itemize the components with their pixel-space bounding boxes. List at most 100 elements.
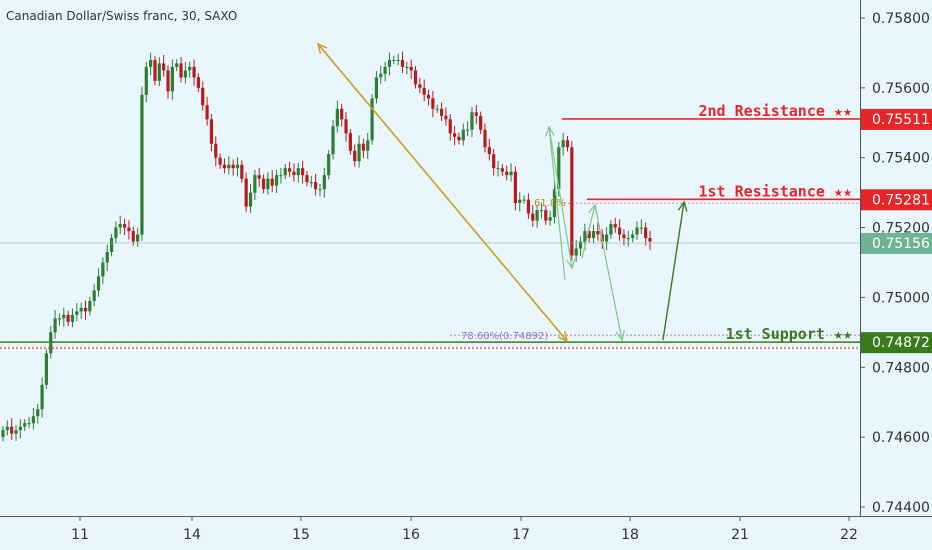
candle-body xyxy=(548,217,552,221)
y-tick-label: 0.74600 xyxy=(872,430,930,446)
x-tick-label: 14 xyxy=(183,527,201,543)
candle-body xyxy=(140,94,144,235)
candle-body xyxy=(470,112,474,130)
candle-body xyxy=(296,168,300,176)
support-badge-text: 0.74872 xyxy=(872,335,930,351)
candle-body xyxy=(331,126,335,155)
candle-body xyxy=(305,175,309,183)
candle-body xyxy=(196,77,201,88)
candle-body xyxy=(253,175,257,193)
candle-body xyxy=(235,164,240,169)
y-tick-label: 0.75400 xyxy=(872,151,930,167)
candle-body xyxy=(626,238,630,240)
candle-body xyxy=(231,164,235,169)
candle-body xyxy=(70,314,75,322)
candle-body xyxy=(10,426,14,434)
candle-body xyxy=(522,199,526,201)
candle-body xyxy=(327,154,331,176)
candle-body xyxy=(591,231,596,239)
candle-body xyxy=(105,252,109,263)
candle-body xyxy=(244,178,248,207)
candle-body xyxy=(439,108,444,116)
candle-body xyxy=(613,224,617,228)
candle-body xyxy=(457,136,461,141)
support-badge xyxy=(861,332,932,354)
candle-body xyxy=(201,87,205,106)
candle-body xyxy=(153,59,157,81)
candle-body xyxy=(353,150,357,162)
candle-body xyxy=(387,59,392,67)
candle-body xyxy=(561,140,565,148)
target-arrow xyxy=(662,201,685,341)
candle-body xyxy=(461,129,465,141)
y-tick-label: 0.74400 xyxy=(872,500,930,516)
support-label: 1st Support ★★ xyxy=(726,325,852,343)
candle-body xyxy=(578,241,583,249)
candle-body xyxy=(209,119,214,144)
candle-body xyxy=(101,262,105,277)
grid xyxy=(0,0,860,516)
candle-body xyxy=(131,231,135,242)
candle-body xyxy=(5,426,9,431)
candle-body xyxy=(31,416,35,424)
candle-body xyxy=(357,143,361,162)
candle-body xyxy=(274,175,279,186)
candle-body xyxy=(127,227,131,232)
candle-body xyxy=(162,63,166,71)
candle-body xyxy=(266,178,270,190)
candle-body xyxy=(509,171,513,176)
candle-body xyxy=(36,409,40,417)
candle-body xyxy=(618,227,622,235)
candle-body xyxy=(318,189,322,191)
candle-body xyxy=(565,140,570,148)
candle-body xyxy=(444,115,448,120)
candle-body xyxy=(644,227,648,239)
candle-body xyxy=(648,238,652,242)
candle-body xyxy=(66,314,70,322)
current-price-badge-text: 0.75156 xyxy=(872,236,930,252)
candle-body xyxy=(309,182,313,184)
candle-body xyxy=(344,119,348,134)
candle-body xyxy=(175,63,179,67)
candle-body xyxy=(413,70,418,85)
candle-body xyxy=(392,59,396,61)
candle-body xyxy=(379,73,383,78)
candle-body xyxy=(622,234,626,239)
candle-body xyxy=(92,290,96,301)
projection-arrow-3 xyxy=(581,204,596,259)
candle-body xyxy=(583,231,587,242)
candle-body xyxy=(431,98,435,109)
candle-body xyxy=(214,143,218,158)
candle-body xyxy=(479,115,483,130)
candle-body xyxy=(487,147,491,155)
y-tick-label: 0.75600 xyxy=(872,81,930,97)
x-tick-label: 21 xyxy=(731,527,749,543)
candle-body xyxy=(587,231,591,239)
resistance-2-label: 2nd Resistance ★★ xyxy=(698,102,852,120)
candle-body xyxy=(248,192,253,207)
candle-body xyxy=(179,63,183,78)
candle-body xyxy=(136,234,140,242)
candle-body xyxy=(183,70,187,78)
candle-body xyxy=(348,133,352,151)
candle-body xyxy=(505,171,509,176)
candle-body xyxy=(257,175,261,179)
candle-body xyxy=(218,157,222,165)
candle-body xyxy=(314,182,318,190)
y-tick-label: 0.74800 xyxy=(872,360,930,376)
x-tick-label: 22 xyxy=(840,527,858,543)
fib-diagonal-arrow-down xyxy=(317,43,568,342)
candle-body xyxy=(205,105,209,120)
candle-body xyxy=(474,112,478,116)
y-tick-label: 0.75800 xyxy=(872,11,930,27)
candle-body xyxy=(227,164,231,169)
fib-618-label: 61.8% xyxy=(534,198,566,209)
candle-body xyxy=(361,143,366,151)
candle-body xyxy=(570,147,574,256)
candle-body xyxy=(418,84,422,88)
candle-body xyxy=(400,59,405,67)
x-tick-label: 11 xyxy=(71,527,89,543)
target-arrow-head xyxy=(677,200,688,212)
